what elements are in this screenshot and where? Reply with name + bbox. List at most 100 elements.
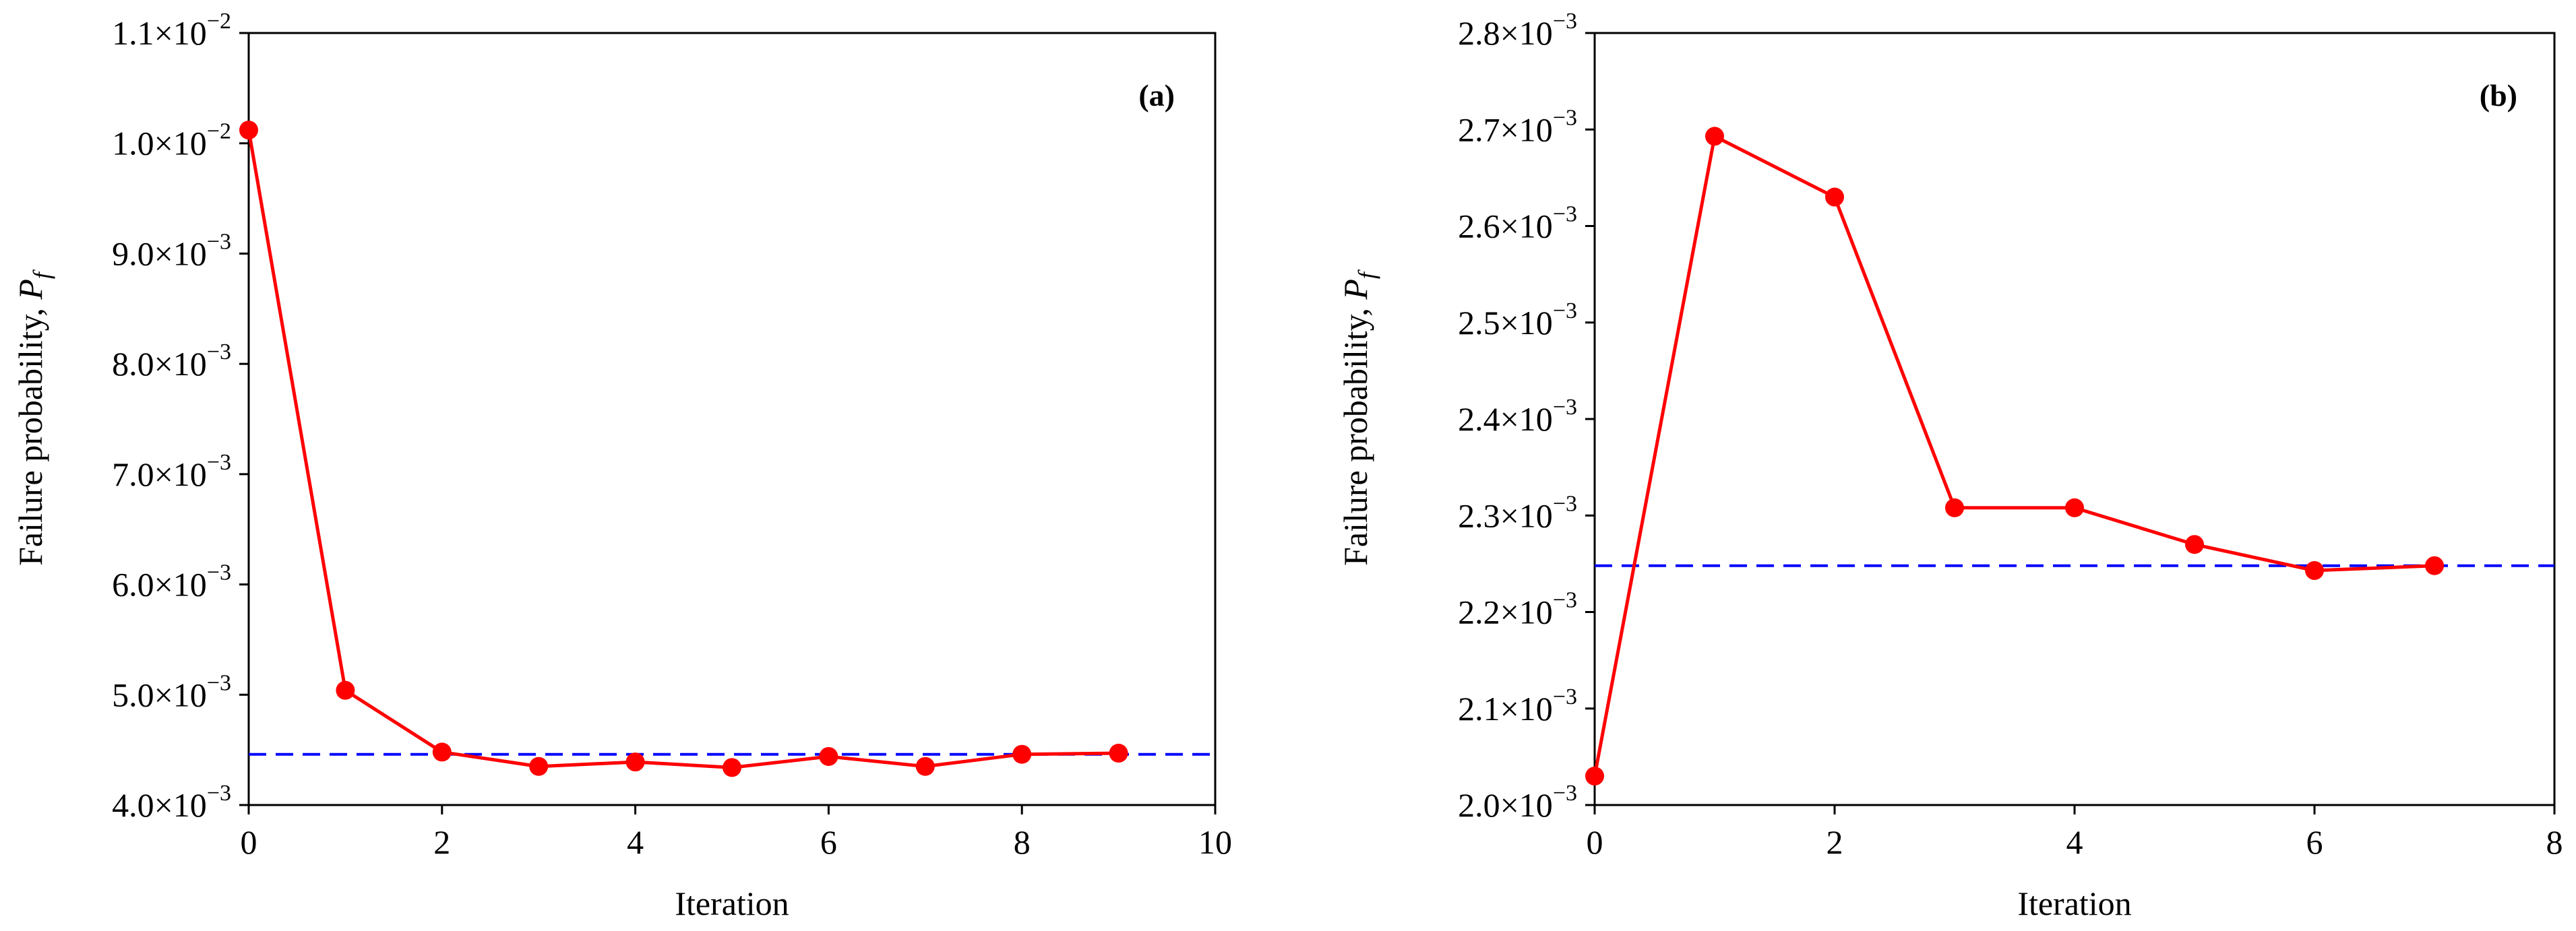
data-point-b: [1825, 187, 1844, 207]
data-point-b: [2305, 560, 2324, 580]
y-tick-exponent: −3: [207, 340, 231, 364]
y-axis-subscript-b: f: [1353, 269, 1380, 279]
x-tick-label-a: 2: [433, 823, 450, 861]
x-tick-label-b: 0: [1587, 823, 1603, 861]
plot-frame-a: [247, 32, 1217, 806]
y-axis-title-a: Failure probability, Pf: [11, 269, 55, 566]
y-axis-symbol-b: P: [1337, 279, 1374, 300]
x-tick-label-a: 4: [627, 823, 644, 861]
y-tick-mantissa: 2.0×10: [1458, 786, 1553, 824]
y-tick-mantissa: 8.0×10: [112, 345, 207, 383]
y-tick-exponent: −3: [1553, 491, 1577, 516]
y-tick-exponent: −3: [207, 781, 231, 806]
y-tick-mantissa: 2.7×10: [1458, 110, 1553, 148]
y-tick-exponent: −2: [207, 9, 231, 34]
data-point-b: [1945, 498, 1964, 517]
y-tick-label-a: 4.0×10−3: [112, 781, 231, 824]
y-tick-label-b: 2.5×10−3: [1458, 298, 1577, 342]
y-tick-label-a: 7.0×10−3: [112, 450, 231, 493]
y-tick-exponent: −2: [207, 119, 231, 144]
y-axis-subscript-a: f: [28, 269, 55, 279]
y-tick-exponent: −3: [1553, 9, 1577, 34]
x-tick-label-a: 6: [820, 823, 837, 861]
y-tick-mantissa: 2.2×10: [1458, 593, 1553, 631]
x-tick-label-b: 2: [1827, 823, 1843, 861]
data-point-a: [239, 121, 258, 140]
data-point-a: [529, 757, 549, 776]
y-axis-title-b: Failure probability, Pf: [1337, 269, 1380, 566]
x-ticks-b: 0 2 4 6 8: [1587, 805, 2563, 861]
x-tick-label-a: 0: [241, 823, 257, 861]
y-tick-label-b: 2.3×10−3: [1458, 491, 1577, 534]
data-point-a: [625, 752, 645, 772]
x-tick-label-a: 8: [1014, 823, 1031, 861]
data-point-b: [2425, 556, 2444, 575]
y-tick-label-b: 2.0×10−3: [1458, 781, 1577, 824]
y-tick-mantissa: 4.0×10: [112, 786, 207, 824]
data-point-b: [2185, 535, 2204, 554]
y-tick-label-a: 5.0×10−3: [112, 670, 231, 713]
data-point-b: [1705, 127, 1724, 146]
panel-b: (b) 2.0×10−32.1×10−32.2×10−32.3×10−32.4×…: [1337, 9, 2563, 922]
panel-label-b: (b): [2480, 78, 2517, 113]
y-tick-label-a: 9.0×10−3: [112, 229, 231, 272]
y-axis-symbol-a: P: [11, 279, 49, 300]
y-tick-label-b: 2.1×10−3: [1458, 684, 1577, 728]
y-tick-exponent: −3: [1553, 395, 1577, 420]
y-tick-exponent: −3: [207, 450, 231, 475]
y-tick-label-b: 2.2×10−3: [1458, 588, 1577, 631]
data-point-b: [1585, 767, 1604, 786]
y-tick-exponent: −3: [1553, 298, 1577, 323]
x-tick-label-b: 4: [2066, 823, 2083, 861]
y-tick-label-a: 1.0×10−2: [112, 119, 231, 162]
y-axis-title-text-a: Failure probability,: [11, 300, 49, 566]
series-b: [1585, 127, 2444, 786]
y-tick-exponent: −3: [1553, 588, 1577, 613]
y-tick-label-b: 2.7×10−3: [1458, 105, 1577, 148]
x-tick-label-b: 6: [2306, 823, 2323, 861]
y-tick-exponent: −3: [207, 560, 231, 585]
y-tick-mantissa: 2.6×10: [1458, 207, 1553, 245]
y-tick-label-a: 6.0×10−3: [112, 560, 231, 604]
y-tick-exponent: −3: [1553, 684, 1577, 709]
y-tick-mantissa: 9.0×10: [112, 234, 207, 272]
y-tick-mantissa: 2.4×10: [1458, 400, 1553, 438]
data-point-a: [1012, 744, 1032, 764]
x-tick-label-b: 8: [2546, 823, 2563, 861]
data-point-a: [1109, 744, 1128, 763]
series-a: [239, 121, 1128, 777]
y-tick-mantissa: 6.0×10: [112, 566, 207, 604]
y-tick-label-a: 8.0×10−3: [112, 340, 231, 383]
data-point-a: [723, 758, 741, 777]
y-tick-mantissa: 5.0×10: [112, 676, 207, 713]
y-ticks-b: 2.0×10−32.1×10−32.2×10−32.3×10−32.4×10−3…: [1458, 9, 1595, 824]
y-tick-mantissa: 1.0×10: [112, 125, 207, 162]
x-ticks-a: 0 2 4 6 8 10: [241, 805, 1232, 861]
y-tick-mantissa: 2.5×10: [1458, 304, 1553, 342]
panel-a: (a) 4.0×10−35.0×10−36.0×10−37.0×10−38.0×…: [11, 9, 1232, 922]
data-point-a: [432, 742, 452, 762]
y-tick-exponent: −3: [207, 670, 231, 695]
x-tick-label-a: 10: [1198, 823, 1232, 861]
y-tick-mantissa: 2.8×10: [1458, 14, 1553, 52]
y-tick-exponent: −3: [1553, 781, 1577, 806]
series-line-a: [247, 129, 1119, 769]
x-axis-title-a: Iteration: [675, 885, 789, 922]
data-point-a: [336, 680, 355, 700]
y-axis-title-text-b: Failure probability,: [1337, 300, 1374, 566]
y-ticks-a: 4.0×10−35.0×10−36.0×10−37.0×10−38.0×10−3…: [112, 9, 249, 824]
data-point-a: [915, 757, 935, 776]
y-tick-label-b: 2.8×10−3: [1458, 9, 1577, 52]
y-tick-mantissa: 2.3×10: [1458, 496, 1553, 534]
series-line-b: [1593, 133, 2435, 777]
panel-label-a: (a): [1138, 78, 1175, 113]
data-point-a: [819, 746, 838, 766]
y-tick-exponent: −3: [207, 229, 231, 254]
y-tick-label-b: 2.4×10−3: [1458, 395, 1577, 438]
y-tick-mantissa: 1.1×10: [112, 14, 207, 52]
y-tick-mantissa: 7.0×10: [112, 455, 207, 493]
x-axis-title-b: Iteration: [2017, 885, 2131, 922]
y-tick-mantissa: 2.1×10: [1458, 690, 1553, 728]
y-tick-label-b: 2.6×10−3: [1458, 202, 1577, 245]
